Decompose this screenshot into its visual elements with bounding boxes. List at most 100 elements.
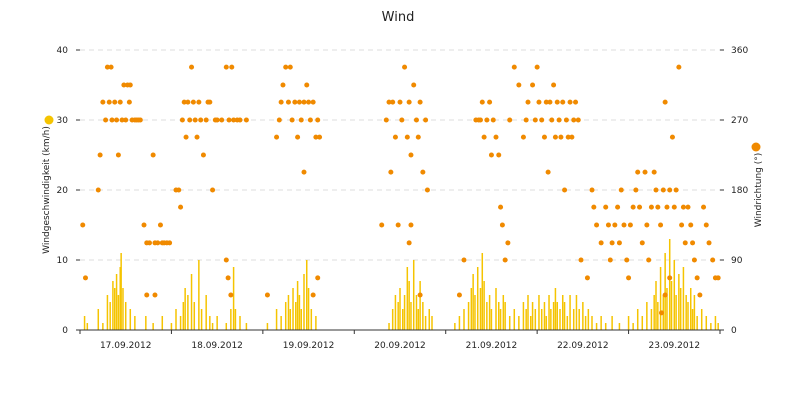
speed-bar xyxy=(403,295,406,330)
speed-bar xyxy=(216,316,218,330)
x-tick-label: 22.09.2012 xyxy=(557,341,609,351)
direction-point xyxy=(502,257,508,263)
direction-point xyxy=(549,117,555,123)
direction-point xyxy=(304,82,310,88)
direction-point xyxy=(552,134,558,140)
direction-point xyxy=(563,117,569,123)
speed-bar xyxy=(641,316,644,330)
direction-point xyxy=(109,117,115,123)
direction-point xyxy=(578,257,584,263)
direction-point xyxy=(203,117,209,123)
direction-point xyxy=(575,117,581,123)
speed-bar xyxy=(687,302,689,330)
speed-bar xyxy=(275,309,278,330)
direction-point xyxy=(680,204,686,210)
direction-point xyxy=(404,134,410,140)
direction-point xyxy=(571,117,577,123)
speed-bar xyxy=(474,295,476,330)
direction-point xyxy=(115,152,121,158)
direction-point xyxy=(667,187,673,193)
direction-point xyxy=(605,222,611,228)
direction-point xyxy=(609,240,615,246)
speed-bar xyxy=(566,316,569,330)
direction-point xyxy=(127,82,133,88)
direction-point xyxy=(121,82,127,88)
direction-point xyxy=(310,292,316,298)
speed-bar xyxy=(486,302,488,330)
speed-bar xyxy=(483,281,485,330)
speed-bar xyxy=(200,309,203,330)
speed-bar xyxy=(145,316,147,330)
direction-point xyxy=(642,169,648,175)
speed-bar xyxy=(646,302,648,330)
speed-bar xyxy=(209,316,211,330)
direction-point xyxy=(651,169,657,175)
speed-bar xyxy=(234,309,237,330)
direction-point xyxy=(569,134,575,140)
speed-bar xyxy=(679,288,682,330)
speed-bar xyxy=(198,260,200,330)
direction-point xyxy=(243,117,249,123)
direction-point xyxy=(155,240,161,246)
speed-bar xyxy=(502,295,505,330)
direction-point xyxy=(397,99,403,105)
speed-bar xyxy=(495,288,497,330)
speed-bar xyxy=(115,274,118,330)
direction-point xyxy=(630,204,636,210)
speed-bar xyxy=(696,316,698,330)
speed-bar xyxy=(391,309,394,330)
direction-point xyxy=(498,204,504,210)
direction-point xyxy=(694,275,700,281)
direction-point xyxy=(612,222,618,228)
y-right-axis-label: Windrichtung (°) xyxy=(754,153,764,228)
direction-point xyxy=(207,99,213,105)
direction-point xyxy=(532,117,538,123)
direction-point xyxy=(507,117,513,123)
y-left-ticks: 0 10 20 30 40 xyxy=(57,46,80,336)
speed-bar xyxy=(239,316,241,330)
direction-point xyxy=(710,257,716,263)
direction-point xyxy=(411,82,417,88)
speed-bar xyxy=(561,295,564,330)
speed-bar xyxy=(525,309,527,330)
y-right-tick-label: 270 xyxy=(731,116,748,126)
direction-point xyxy=(685,204,691,210)
speed-bar xyxy=(472,274,474,330)
x-tick-label: 20.09.2012 xyxy=(374,341,426,351)
direction-point xyxy=(406,240,412,246)
speed-bar xyxy=(182,302,185,330)
direction-point xyxy=(543,99,549,105)
speed-bar xyxy=(86,323,89,330)
direction-point xyxy=(664,204,670,210)
direction-point xyxy=(301,99,307,105)
speed-bar xyxy=(587,309,590,330)
speed-bar xyxy=(193,302,196,330)
direction-point xyxy=(646,257,652,263)
speed-bar xyxy=(552,302,555,330)
speed-bar xyxy=(310,309,313,330)
speed-bar xyxy=(415,295,418,330)
direction-point xyxy=(315,117,321,123)
direction-point xyxy=(306,99,312,105)
speed-bar xyxy=(600,316,602,330)
direction-point xyxy=(648,204,654,210)
direction-point xyxy=(185,99,191,105)
y-left-tick-label: 20 xyxy=(57,186,69,196)
direction-point xyxy=(673,187,679,193)
direction-point xyxy=(388,169,394,175)
direction-point xyxy=(536,99,542,105)
direction-point xyxy=(644,222,650,228)
direction-point xyxy=(534,64,540,70)
direction-point xyxy=(676,64,682,70)
direction-point xyxy=(558,134,564,140)
direction-point xyxy=(167,240,173,246)
direction-point xyxy=(386,99,392,105)
y-right-tick-label: 360 xyxy=(731,46,748,56)
direction-point xyxy=(285,99,291,105)
speed-bar xyxy=(604,323,607,330)
direction-point xyxy=(192,117,198,123)
direction-point xyxy=(560,99,566,105)
speed-bar xyxy=(266,323,269,330)
direction-point xyxy=(264,292,270,298)
